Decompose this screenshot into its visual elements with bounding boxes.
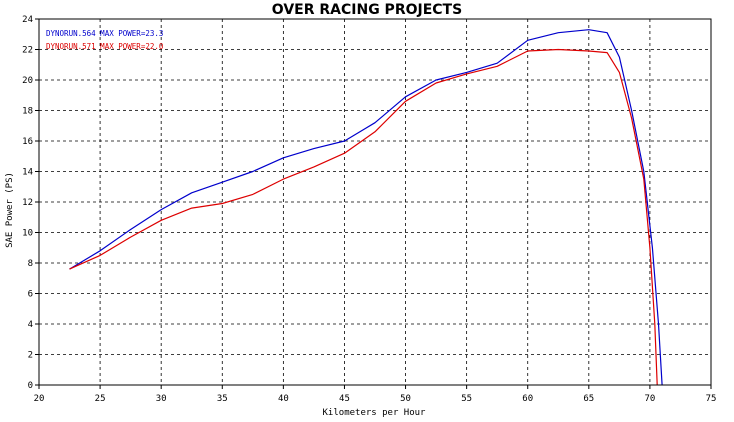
y-tick-label: 20: [22, 76, 33, 86]
x-tick-label: 40: [278, 394, 289, 404]
x-tick-label: 55: [461, 394, 472, 404]
series-line-dynorun-571: [69, 48, 658, 386]
y-tick-label: 2: [28, 351, 33, 361]
y-tick-label: 18: [22, 107, 33, 117]
legend-entry: DYNORUN.564 MAX POWER=23.3: [46, 29, 163, 38]
x-tick-labels: 20 25 30 35 40 45 50 55 60 65 70 75: [34, 385, 717, 404]
legend: DYNORUN.564 MAX POWER=23.3 DYNORUN.571 MA…: [46, 29, 164, 51]
x-tick-label: 70: [644, 394, 655, 404]
y-tick-label: 0: [28, 381, 33, 391]
y-tick-label: 16: [22, 137, 33, 147]
y-tick-label: 14: [22, 168, 33, 178]
y-tick-label: 6: [28, 290, 33, 300]
y-tick-label: 22: [22, 46, 33, 56]
x-tick-label: 75: [706, 394, 717, 404]
chart-title: OVER RACING PROJECTS: [272, 2, 462, 18]
y-tick-label: 24: [22, 15, 33, 25]
series-layer: [69, 29, 663, 386]
x-tick-label: 20: [34, 394, 45, 404]
grid: [39, 19, 711, 385]
x-tick-label: 30: [156, 394, 167, 404]
y-tick-label: 12: [22, 198, 33, 208]
x-axis-label: Kilometers per Hour: [323, 408, 427, 418]
x-tick-label: 50: [400, 394, 411, 404]
legend-entry: DYNORUN.571 MAX POWER=22.0: [46, 42, 164, 51]
y-tick-label: 8: [28, 259, 33, 269]
y-tick-label: 4: [28, 320, 33, 330]
x-tick-label: 25: [95, 394, 106, 404]
x-tick-label: 60: [522, 394, 533, 404]
y-axis-label: SAE Power (PS): [5, 172, 15, 248]
x-tick-label: 35: [217, 394, 228, 404]
y-tick-label: 10: [22, 229, 33, 239]
series-line-dynorun-564: [69, 29, 663, 386]
x-tick-label: 45: [339, 394, 350, 404]
x-tick-label: 65: [583, 394, 594, 404]
